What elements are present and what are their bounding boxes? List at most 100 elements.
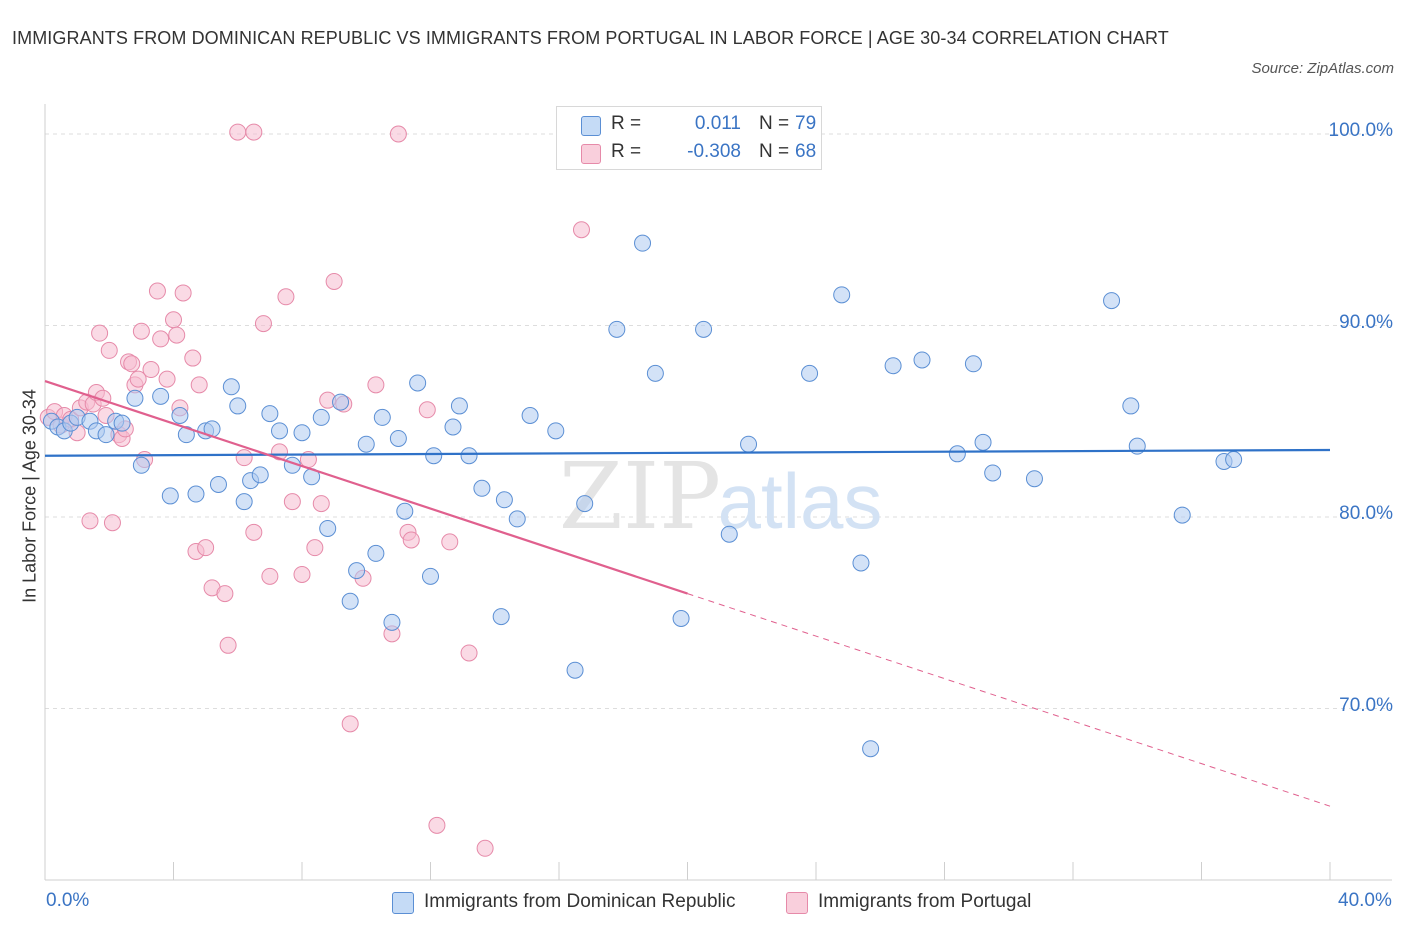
dominican-point (152, 387, 170, 405)
portugal-point (312, 495, 330, 513)
portugal-point (91, 324, 109, 342)
y-axis-label: In Labor Force | Age 30-34 (19, 389, 40, 603)
portugal-point (306, 539, 324, 557)
portugal-point (402, 531, 420, 549)
chart-source: Source: ZipAtlas.com (1251, 60, 1394, 77)
dominican-point (720, 525, 738, 543)
portugal-point (283, 493, 301, 511)
dominican-point (913, 351, 931, 369)
dominican-point (473, 479, 491, 497)
portugal-point (460, 644, 478, 662)
portugal-point (271, 443, 289, 461)
dominican-point (566, 661, 584, 679)
portugal-point (168, 326, 186, 344)
dominican-point (235, 493, 253, 511)
portugal-point (174, 284, 192, 302)
portugal-point (123, 355, 141, 373)
watermark-atlas: atlas (718, 457, 883, 545)
portugal-point (428, 816, 446, 834)
axes (44, 104, 1392, 881)
dominican-point (113, 414, 131, 432)
trend-lines (44, 379, 1331, 807)
portugal-point (152, 330, 170, 348)
dominican-point (547, 422, 565, 440)
stats-legend: R = 0.011 N = 79 R = -0.308 N = 68 (556, 106, 822, 170)
portugal-point (158, 370, 176, 388)
dominican-point (1025, 470, 1043, 488)
dominican-point (367, 544, 385, 562)
portugal-point (219, 636, 237, 654)
dominican-point (312, 408, 330, 426)
r-label: R = (611, 113, 642, 134)
portugal-point (389, 125, 407, 143)
portugal-point (254, 315, 272, 333)
portugal-point (277, 288, 295, 306)
r-value: -0.308 (687, 141, 741, 162)
r-value: 0.011 (694, 113, 741, 134)
portugal-point (261, 567, 279, 585)
y-tick-label: 80.0% (1339, 503, 1393, 524)
dominican-point (740, 435, 758, 453)
portugal-point (441, 533, 459, 551)
dominican-point (409, 374, 427, 392)
portugal-point (148, 282, 166, 300)
legend-swatch-pink (581, 144, 601, 164)
dominican-point (422, 567, 439, 585)
dominican-trend-line (44, 448, 1331, 457)
n-label: N = (759, 113, 790, 134)
dominican-point (492, 608, 510, 626)
gridlines (45, 133, 1392, 709)
dominican-point (508, 510, 526, 528)
dominican-point (425, 447, 443, 465)
dominican-point (251, 466, 269, 484)
dominican-point (695, 320, 713, 338)
dominican-point (974, 433, 992, 451)
dominican-point (460, 447, 478, 465)
portugal-point (476, 839, 494, 857)
dominican-point (222, 378, 240, 396)
r-label: R = (611, 141, 642, 162)
dominican-point (319, 519, 337, 537)
portugal-trend-line (44, 379, 688, 595)
dominican-point (187, 485, 205, 503)
dominican-point (1103, 292, 1121, 310)
chart-title: IMMIGRANTS FROM DOMINICAN REPUBLIC VS IM… (12, 28, 1169, 48)
dominican-point (646, 364, 664, 382)
dominican-point (450, 397, 468, 415)
portugal-point (216, 585, 234, 603)
portugal-point (184, 349, 202, 367)
portugal-point (293, 565, 311, 583)
dominican-point (161, 487, 179, 505)
legend-swatch-pink (786, 892, 808, 914)
dominican-point (171, 407, 189, 425)
dominican-point (1122, 397, 1140, 415)
dominican-point (97, 426, 115, 444)
dominican-point (271, 422, 289, 440)
dominican-point (332, 393, 350, 411)
portugal-trend-extension (687, 593, 1331, 807)
portugal-points (39, 123, 590, 857)
portugal-point (103, 514, 121, 532)
dominican-point (389, 429, 407, 447)
dominican-point (341, 592, 359, 610)
legend-label: Immigrants from Dominican Republic (424, 891, 736, 912)
dominican-point (634, 234, 652, 252)
dominican-point (261, 405, 279, 423)
portugal-point (129, 370, 147, 388)
n-value: 79 (795, 113, 817, 134)
watermark: ZIP atlas (559, 443, 882, 550)
dominican-point (495, 491, 513, 509)
portugal-point (100, 341, 118, 359)
y-tick-label: 90.0% (1339, 311, 1393, 333)
legend-swatch-blue (392, 892, 414, 914)
y-tick-label: 100.0% (1328, 120, 1393, 141)
dominican-point (132, 456, 150, 474)
dominican-point (444, 418, 462, 436)
dominican-point (126, 389, 144, 407)
portugal-point (197, 539, 215, 557)
portugal-point (572, 221, 590, 239)
dominican-point (672, 609, 690, 627)
x-tick-label-max: 40.0% (1338, 890, 1392, 911)
portugal-point (418, 401, 436, 419)
